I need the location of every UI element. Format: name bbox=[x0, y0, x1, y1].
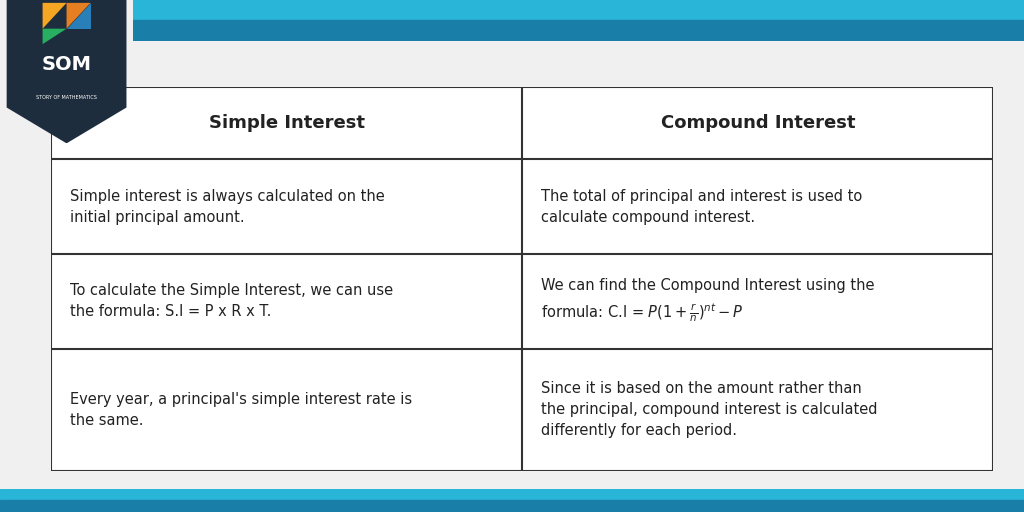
Text: Compound Interest: Compound Interest bbox=[660, 114, 855, 132]
Polygon shape bbox=[67, 3, 90, 29]
Text: Every year, a principal's simple interest rate is
the same.: Every year, a principal's simple interes… bbox=[70, 392, 413, 428]
Text: STORY OF MATHEMATICS: STORY OF MATHEMATICS bbox=[36, 95, 97, 100]
Polygon shape bbox=[43, 3, 67, 29]
Bar bbox=[0, 501, 1024, 512]
Bar bbox=[0, 489, 1024, 501]
Text: The total of principal and interest is used to
calculate compound interest.: The total of principal and interest is u… bbox=[541, 189, 862, 225]
Text: To calculate the Simple Interest, we can use
the formula: S.I = P x R x T.: To calculate the Simple Interest, we can… bbox=[70, 283, 393, 319]
Text: SOM: SOM bbox=[42, 55, 91, 74]
Polygon shape bbox=[67, 3, 90, 29]
Bar bbox=[133, 0, 1024, 20]
Text: Simple Interest: Simple Interest bbox=[209, 114, 365, 132]
Bar bbox=[133, 20, 1024, 41]
Text: Simple interest is always calculated on the
initial principal amount.: Simple interest is always calculated on … bbox=[70, 189, 385, 225]
Polygon shape bbox=[7, 0, 127, 143]
Text: Since it is based on the amount rather than
the principal, compound interest is : Since it is based on the amount rather t… bbox=[541, 381, 878, 438]
Text: We can find the Compound Interest using the
formula: C.I = $ P(1 + \frac{r}{n})^: We can find the Compound Interest using … bbox=[541, 278, 874, 325]
Polygon shape bbox=[43, 29, 67, 44]
